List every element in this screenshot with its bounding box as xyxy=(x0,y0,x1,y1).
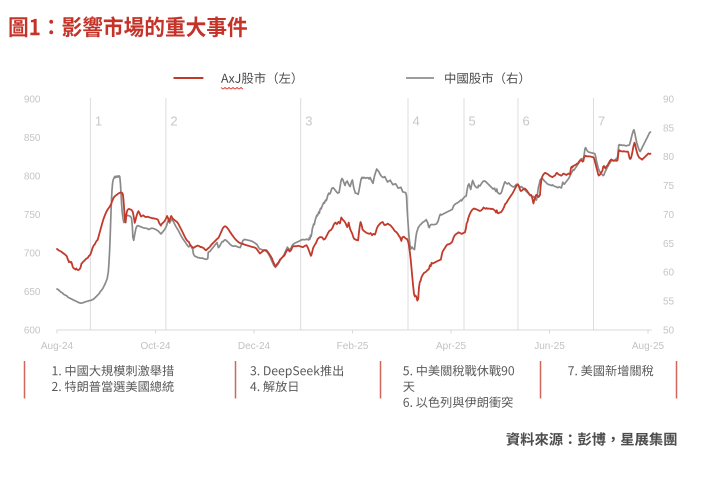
svg-text:700: 700 xyxy=(24,249,41,260)
svg-text:1: 1 xyxy=(95,113,102,128)
svg-text:3: 3 xyxy=(305,113,312,128)
svg-text:750: 750 xyxy=(24,210,41,221)
svg-text:800: 800 xyxy=(24,171,41,182)
svg-text:65: 65 xyxy=(663,239,675,250)
svg-text:Aug-25: Aug-25 xyxy=(632,341,665,352)
svg-text:850: 850 xyxy=(24,133,41,144)
svg-text:Feb-25: Feb-25 xyxy=(337,341,369,352)
svg-text:55: 55 xyxy=(663,297,675,308)
svg-text:70: 70 xyxy=(663,210,675,221)
svg-text:60: 60 xyxy=(663,268,675,279)
svg-text:50: 50 xyxy=(663,326,675,337)
svg-text:Aug-24: Aug-24 xyxy=(41,341,74,352)
svg-text:2: 2 xyxy=(170,113,177,128)
svg-text:90: 90 xyxy=(663,94,675,105)
svg-text:7: 7 xyxy=(598,113,605,128)
svg-text:85: 85 xyxy=(663,123,675,134)
svg-text:4: 4 xyxy=(413,113,420,128)
svg-text:Oct-24: Oct-24 xyxy=(140,341,170,352)
svg-text:5: 5 xyxy=(469,113,476,128)
svg-text:Dec-24: Dec-24 xyxy=(238,341,271,352)
svg-text:6: 6 xyxy=(523,113,530,128)
svg-text:650: 650 xyxy=(24,287,41,298)
svg-text:75: 75 xyxy=(663,181,675,192)
svg-text:80: 80 xyxy=(663,152,675,163)
svg-text:600: 600 xyxy=(24,326,41,337)
svg-text:Apr-25: Apr-25 xyxy=(436,341,466,352)
svg-text:Jun-25: Jun-25 xyxy=(534,341,565,352)
svg-text:900: 900 xyxy=(24,94,41,105)
